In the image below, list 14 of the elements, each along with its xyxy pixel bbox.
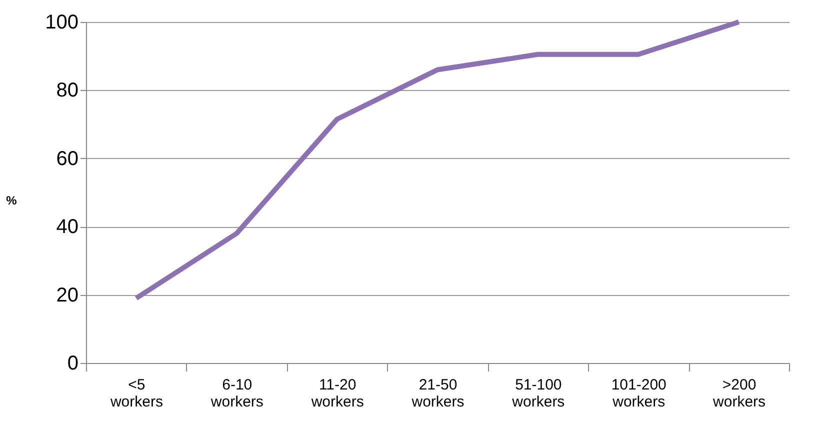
x-tick-label: 101-200 workers (611, 376, 666, 410)
y-tick-label: 100 (45, 12, 78, 34)
y-tick-label: 0 (67, 352, 78, 374)
x-tick-label: 11-20 workers (310, 376, 364, 410)
y-tick-label: 60 (56, 148, 78, 170)
y-tick-label: 40 (56, 216, 78, 238)
y-tick-label: 20 (56, 284, 78, 306)
x-tick-label: <5 workers (109, 376, 163, 410)
x-tick-label: 51-100 workers (511, 376, 565, 410)
y-tick-label: 80 (56, 80, 78, 102)
x-tick-label: 6-10 workers (210, 376, 264, 410)
x-tick-label: >200 workers (712, 376, 766, 410)
y-axis-title: % (6, 194, 18, 208)
x-tick-label: 21-50 workers (410, 376, 464, 410)
